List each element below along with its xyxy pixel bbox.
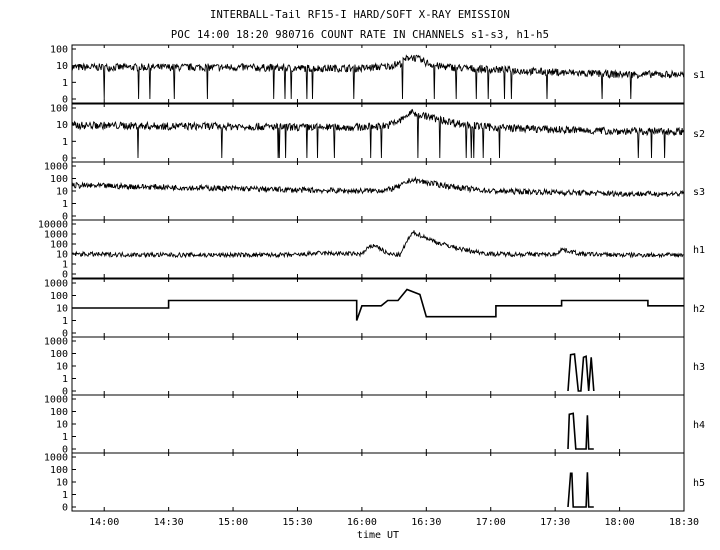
y-tick-label: 10 — [56, 420, 68, 431]
panel-frame-s1 — [71, 44, 685, 104]
series-line-s1 — [71, 54, 685, 100]
y-tick-label: 1 — [62, 432, 68, 443]
y-tick-label: 10 — [56, 61, 68, 72]
panel-frame-h4 — [71, 394, 685, 454]
y-tick-label: 1 — [62, 199, 68, 210]
y-tick-label: 0 — [62, 387, 68, 398]
panel-label-h2: h2 — [693, 304, 705, 315]
y-tick-label: 0 — [62, 95, 68, 106]
y-tick-label: 1 — [62, 78, 68, 89]
panel-label-h4: h4 — [693, 420, 705, 431]
series-line-h1 — [71, 230, 685, 259]
y-tick-label: 0 — [62, 329, 68, 340]
y-tick-label: 100 — [50, 104, 68, 115]
x-tick-label: 16:00 — [347, 517, 377, 528]
panel-frame-h1 — [71, 219, 685, 279]
y-tick-label: 10 — [56, 250, 68, 261]
y-tick-label: 1000 — [44, 453, 68, 464]
panel-label-s2: s2 — [693, 129, 705, 140]
series-line-h5 — [567, 472, 594, 508]
x-tick-label: 15:30 — [282, 517, 312, 528]
y-tick-label: 0 — [62, 270, 68, 281]
y-tick-label: 0 — [62, 503, 68, 514]
panel-label-h5: h5 — [693, 478, 705, 489]
y-tick-label: 100 — [50, 240, 68, 251]
y-tick-label: 0 — [62, 212, 68, 223]
y-tick-label: 10 — [56, 362, 68, 373]
y-tick-label: 1000 — [44, 395, 68, 406]
y-tick-label: 0 — [62, 154, 68, 165]
y-tick-label: 10 — [56, 304, 68, 315]
y-tick-label: 1000 — [44, 279, 68, 290]
y-tick-label: 0 — [62, 445, 68, 456]
x-tick-label: 16:30 — [411, 517, 441, 528]
x-tick-label: 14:00 — [89, 517, 119, 528]
x-tick-label: 17:00 — [476, 517, 506, 528]
y-tick-label: 100 — [50, 291, 68, 302]
x-tick-label: 18:30 — [669, 517, 699, 528]
y-tick-label: 100 — [50, 174, 68, 185]
y-tick-label: 100 — [50, 465, 68, 476]
x-tick-label: 17:30 — [540, 517, 570, 528]
y-tick-label: 10 — [56, 187, 68, 198]
y-tick-label: 1 — [62, 137, 68, 148]
y-tick-label: 100 — [50, 349, 68, 360]
panel-label-h3: h3 — [693, 362, 705, 373]
x-tick-label: 14:30 — [154, 517, 184, 528]
panel-label-s1: s1 — [693, 70, 705, 81]
chart-title: INTERBALL-Tail RF15-I HARD/SOFT X-RAY EM… — [210, 9, 510, 21]
panel-label-s3: s3 — [693, 187, 705, 198]
y-tick-label: 1 — [62, 374, 68, 385]
x-axis-label: time UT — [357, 530, 399, 541]
y-tick-label: 100 — [50, 45, 68, 56]
y-tick-label: 1000 — [44, 337, 68, 348]
panel-frame-h5 — [71, 452, 685, 512]
y-tick-label: 1 — [62, 490, 68, 501]
x-tick-label: 15:00 — [218, 517, 248, 528]
y-tick-label: 1000 — [44, 230, 68, 241]
chart-subtitle: POC 14:00 18:20 980716 COUNT RATE IN CHA… — [170, 29, 550, 41]
y-tick-label: 1 — [62, 260, 68, 271]
panel-label-h1: h1 — [693, 245, 705, 256]
series-line-h2 — [72, 288, 684, 321]
y-tick-label: 1000 — [44, 162, 68, 173]
series-line-h4 — [567, 412, 594, 450]
series-line-s2 — [71, 108, 685, 159]
y-tick-label: 10 — [56, 120, 68, 131]
series-line-s3 — [71, 176, 685, 198]
y-tick-label: 10 — [56, 478, 68, 489]
x-tick-label: 18:00 — [605, 517, 635, 528]
y-tick-label: 100 — [50, 407, 68, 418]
y-tick-label: 1 — [62, 316, 68, 327]
y-tick-label: 10000 — [38, 220, 68, 231]
series-line-h3 — [567, 353, 595, 392]
